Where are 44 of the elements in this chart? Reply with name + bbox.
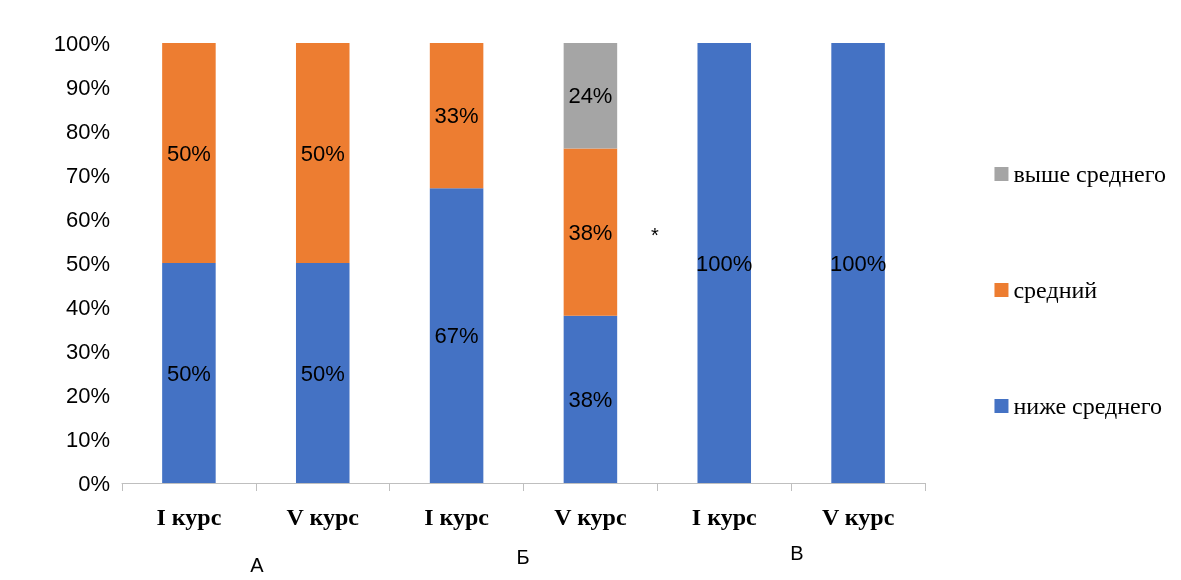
x-tick-label: V курс xyxy=(286,504,360,530)
y-tick-label: 60% xyxy=(65,206,110,232)
y-tick-label: 90% xyxy=(65,74,110,100)
y-tick-label: 50% xyxy=(65,250,110,276)
text: Б xyxy=(516,546,530,568)
data-label: 50% xyxy=(166,360,211,386)
data-label: 67% xyxy=(434,323,479,349)
y-tick-label: 80% xyxy=(65,118,110,144)
x-tick-label: I курс xyxy=(424,504,490,530)
text: В xyxy=(790,542,804,564)
legend-label: выше среднего xyxy=(1013,161,1166,187)
x-tick-label: I курс xyxy=(691,504,758,530)
bar xyxy=(563,148,618,316)
bar xyxy=(162,43,216,263)
bar xyxy=(429,43,484,189)
x-tick-label: V курс xyxy=(554,504,627,530)
y-tick-label: 100% xyxy=(53,30,110,56)
x-tick-label: V курс xyxy=(821,504,895,530)
bar xyxy=(697,43,752,483)
bar xyxy=(295,263,350,483)
y-tick-label: 20% xyxy=(65,382,110,408)
bar xyxy=(162,263,216,483)
y-tick-label: 10% xyxy=(65,426,110,452)
bar xyxy=(563,43,618,149)
bar xyxy=(831,43,885,483)
data-label: 50% xyxy=(166,140,211,166)
data-label: 50% xyxy=(300,360,345,386)
data-label: 33% xyxy=(434,103,479,129)
y-tick-label: 70% xyxy=(65,162,110,188)
x-tick-label: I курс xyxy=(156,504,222,530)
bar xyxy=(563,315,618,483)
y-tick-label: 0% xyxy=(78,470,110,496)
data-label: 50% xyxy=(300,140,345,166)
data-label: 24% xyxy=(568,83,613,109)
legend-label: ниже среднего xyxy=(1013,393,1163,419)
annotation: * xyxy=(651,224,660,246)
data-label: 38% xyxy=(568,219,613,245)
text: А xyxy=(250,554,265,576)
data-label: 38% xyxy=(568,386,613,412)
bar xyxy=(295,43,350,263)
y-tick-label: 30% xyxy=(65,338,110,364)
bar xyxy=(429,188,484,483)
legend-label: средний xyxy=(1013,277,1098,303)
y-tick-label: 40% xyxy=(65,294,110,320)
